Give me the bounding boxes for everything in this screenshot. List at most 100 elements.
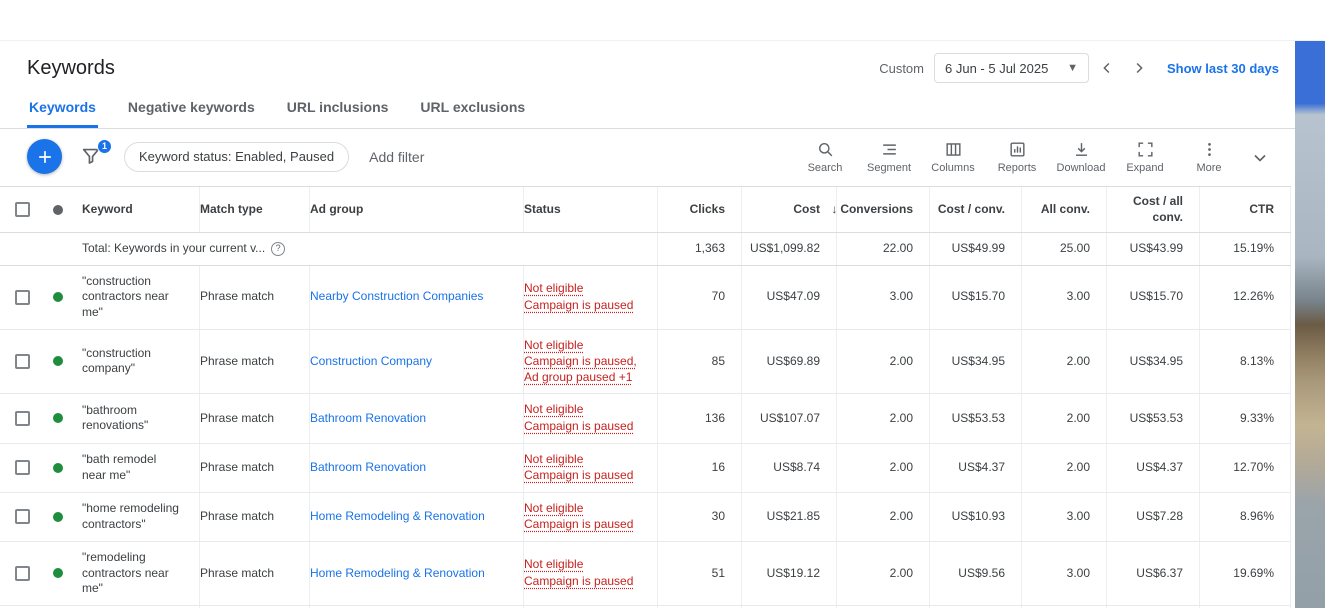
row-status-dot-cell	[47, 444, 82, 492]
status-cell: Not eligible Campaign is paused	[524, 492, 658, 541]
table-header-row: Keyword Match type Ad group Status Clicks Cos…	[0, 187, 1291, 234]
column-header-label: CTR	[1249, 201, 1274, 216]
column-header-conversions[interactable]: ↓ Conversions	[831, 187, 930, 233]
column-header-cost[interactable]: Cost	[742, 187, 837, 233]
column-header-status[interactable]: Status	[524, 187, 658, 233]
status-text[interactable]: Not eligible	[524, 281, 584, 296]
column-header-ctr[interactable]: CTR	[1200, 187, 1291, 233]
row-checkbox[interactable]	[15, 289, 30, 305]
keyword-status-filter-chip[interactable]: Keyword status: Enabled, Paused	[124, 141, 350, 172]
match-type-cell: Phrase match	[200, 541, 310, 605]
tab-url-inclusions[interactable]: URL inclusions	[286, 99, 389, 115]
metric-cell: 12.70%	[1200, 443, 1291, 492]
column-header-cost-conv[interactable]: Cost / conv.	[930, 187, 1022, 233]
ad-group-link[interactable]: Bathroom Renovation	[310, 410, 427, 425]
status-text[interactable]: Not eligible	[524, 557, 584, 572]
row-checkbox-cell	[0, 266, 47, 329]
tab-negative-keywords[interactable]: Negative keywords	[127, 99, 255, 115]
column-header-cost-all-conv[interactable]: Cost / all conv.	[1107, 187, 1200, 233]
tab-url-exclusions[interactable]: URL exclusions	[420, 99, 526, 115]
column-header-ad-group[interactable]: Ad group	[310, 187, 524, 233]
status-detail-text[interactable]: Campaign is paused	[524, 517, 634, 532]
total-dot-spacer	[47, 233, 82, 265]
column-header-label: Clicks	[689, 201, 725, 216]
date-range-select[interactable]: 6 Jun - 5 Jul 2025 ▼	[934, 53, 1089, 83]
row-checkbox[interactable]	[15, 460, 30, 476]
column-header-label: Conversions	[840, 201, 913, 216]
table-toolbar: 1 Keyword status: Enabled, Paused Add fi…	[0, 129, 1295, 186]
tab-keywords[interactable]: Keywords	[27, 91, 98, 128]
row-checkbox[interactable]	[15, 410, 30, 426]
more-button[interactable]: More	[1177, 140, 1241, 174]
match-type-cell: Phrase match	[200, 394, 310, 443]
total-checkbox-spacer	[0, 233, 47, 265]
status-text[interactable]: Not eligible	[524, 500, 584, 515]
add-filter-button[interactable]: Add filter	[369, 148, 425, 165]
status-detail-text[interactable]: Campaign is paused	[524, 468, 634, 483]
download-button[interactable]: Download	[1049, 140, 1113, 174]
column-header-all-conv[interactable]: All conv.	[1022, 187, 1107, 233]
row-checkbox[interactable]	[15, 565, 30, 581]
reports-button[interactable]: Reports	[985, 140, 1049, 174]
keyword-row: "bathroom renovations" Phrase match Bathro…	[0, 394, 1291, 444]
metric-cell: US$21.85	[742, 492, 837, 541]
date-prev-button[interactable]	[1093, 54, 1121, 82]
columns-button[interactable]: Columns	[921, 140, 985, 174]
metric-cell: US$8.74	[742, 443, 837, 492]
toolbar-collapse-button[interactable]	[1241, 143, 1279, 173]
ad-group-link[interactable]: Construction Company	[310, 353, 433, 368]
keyword-row: "bath remodel near me" Phrase match Bathro…	[0, 443, 1291, 493]
chevron-left-icon	[1103, 62, 1110, 74]
ad-group-link[interactable]: Bathroom Renovation	[310, 459, 427, 474]
status-detail-text[interactable]: Campaign is paused	[524, 297, 634, 312]
metric-cell: 2.00	[837, 541, 930, 605]
column-header-label: Cost / all conv.	[1132, 194, 1183, 224]
keyword-cell: "construction company"	[82, 329, 200, 394]
metric-cell: 2.00	[1022, 443, 1107, 492]
row-checkbox[interactable]	[15, 509, 30, 525]
column-header-label: Cost	[793, 201, 820, 216]
ad-group-cell: Bathroom Renovation	[310, 443, 524, 492]
action-label: Reports	[997, 161, 1037, 174]
add-keyword-button[interactable]	[27, 139, 62, 174]
column-header-match-type[interactable]: Match type	[200, 187, 310, 233]
column-header-clicks[interactable]: Clicks	[658, 187, 742, 233]
search-icon	[816, 140, 835, 159]
select-all-checkbox[interactable]	[15, 202, 30, 218]
match-type-cell: Phrase match	[200, 492, 310, 541]
show-last-30-days-link[interactable]: Show last 30 days	[1167, 60, 1279, 76]
metric-cell: US$53.40	[1107, 605, 1200, 608]
filter-button[interactable]: 1	[80, 138, 112, 169]
date-next-button[interactable]	[1125, 54, 1153, 82]
tab-bar: Keywords Negative keywords URL inclusions U…	[0, 91, 1295, 129]
status-text[interactable]: Not eligible	[524, 402, 584, 417]
status-detail-text[interactable]: Campaign is paused	[524, 573, 634, 588]
metric-cell: US$106.79	[742, 605, 837, 608]
metric-cell: US$53.53	[1107, 394, 1200, 443]
search-button[interactable]: Search	[793, 140, 857, 174]
metric-cell: US$47.09	[742, 265, 837, 329]
status-detail-text[interactable]: Campaign is paused, Ad group paused +1	[524, 354, 637, 384]
enabled-status-icon	[53, 511, 63, 522]
status-text[interactable]: Not eligible	[524, 451, 584, 466]
metric-cell: 136	[658, 394, 742, 443]
ad-group-link[interactable]: Home Remodeling & Renovation	[310, 565, 485, 580]
status-text[interactable]: Not eligible	[524, 337, 584, 352]
help-icon[interactable]: ?	[271, 241, 286, 256]
metric-cell: 3.00	[1022, 492, 1107, 541]
row-status-dot-cell	[47, 542, 82, 605]
status-detail-text[interactable]: Campaign is paused	[524, 418, 634, 433]
row-checkbox[interactable]	[15, 353, 30, 369]
row-status-dot-cell	[47, 266, 82, 329]
segment-button[interactable]: Segment	[857, 140, 921, 174]
keywords-table: Keyword Match type Ad group Status Clicks Cos…	[0, 186, 1291, 608]
expand-button[interactable]: Expand	[1113, 140, 1177, 174]
columns-icon	[944, 140, 963, 159]
metric-cell: US$15.70	[930, 265, 1022, 329]
keyword-cell: "backyard adu construction"	[82, 605, 200, 608]
ad-group-link[interactable]: Home Remodeling & Renovation	[310, 509, 485, 524]
ad-group-link[interactable]: Nearby Construction Companies	[310, 289, 484, 304]
column-header-keyword[interactable]: Keyword	[82, 187, 200, 233]
enabled-status-icon	[53, 292, 63, 303]
